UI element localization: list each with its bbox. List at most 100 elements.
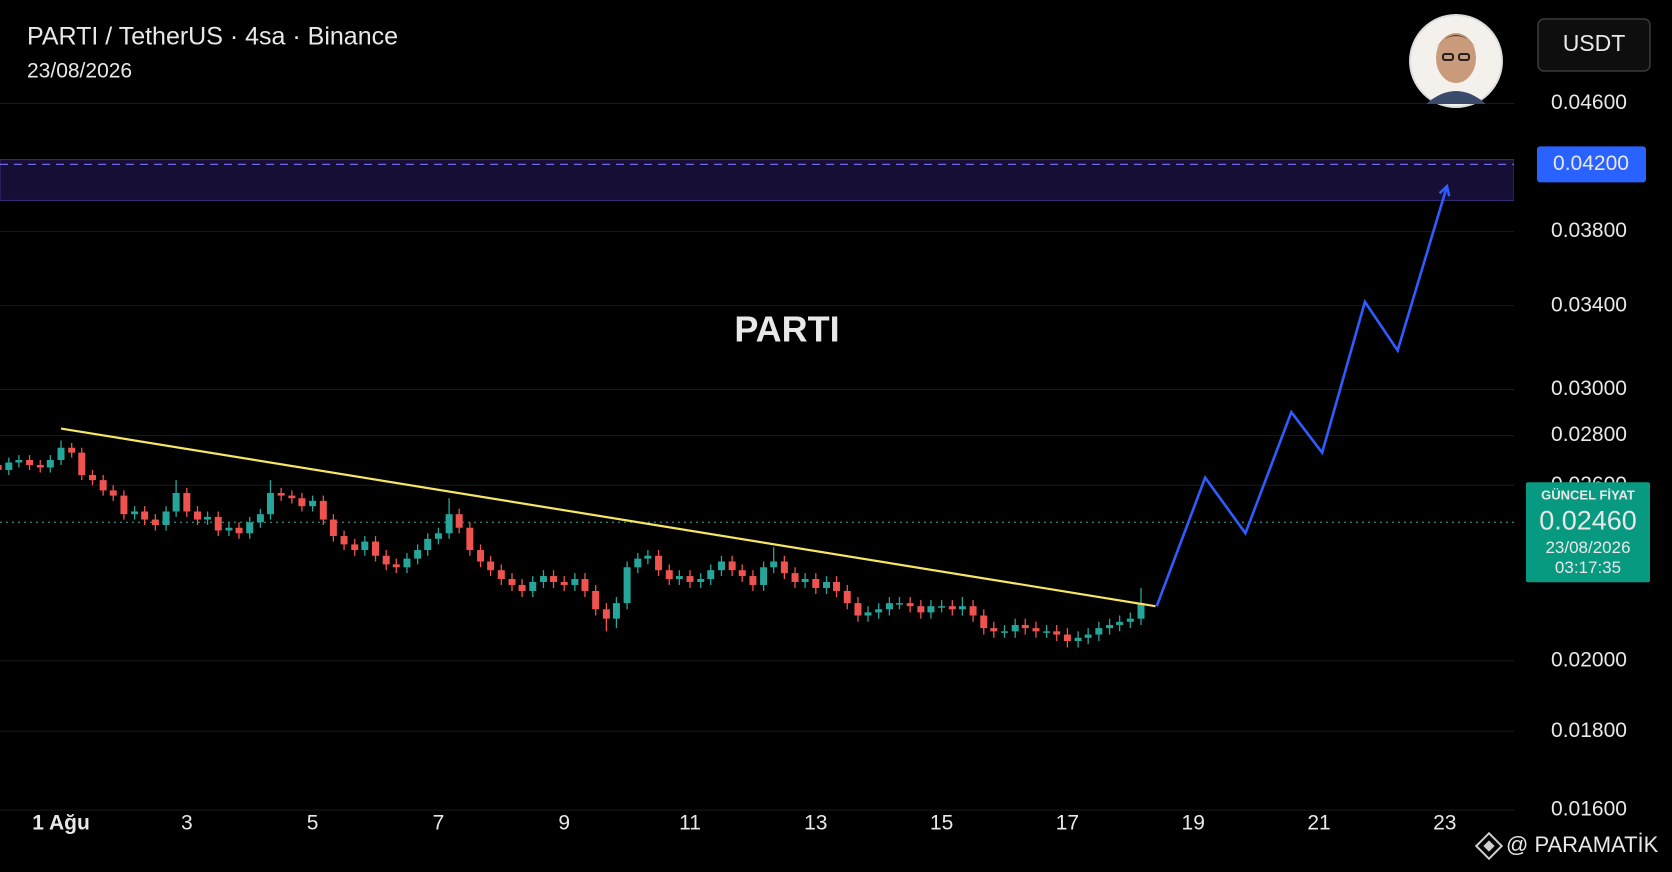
candle-body [277,493,285,496]
watermark: @ PARAMATİK [1474,832,1659,861]
candle-body [1137,603,1145,619]
candle-body [958,606,966,610]
candle-body [529,581,537,591]
candle-body [424,538,432,551]
candle-body [1043,631,1051,633]
y-tick-label: 0.02800 [1551,423,1627,446]
candle-body [906,603,914,607]
currency-button[interactable]: USDT [1537,18,1651,72]
candle-body [895,603,903,605]
candle-body [592,590,600,610]
candle-body [1106,624,1114,629]
candle-body [791,573,799,582]
avatar [1409,14,1503,108]
candle-body [351,544,359,551]
candle-body [917,606,925,613]
candle-body [980,615,988,629]
current-price-box [1526,482,1650,583]
candle-body [571,579,579,585]
candle-body [938,606,946,608]
candle-body [927,606,935,613]
candle-body [644,555,652,559]
candle-body [0,464,2,470]
candle-body [1011,624,1019,632]
candle-body [266,493,274,515]
grid [0,103,1514,811]
y-tick-label: 0.03000 [1551,377,1627,400]
candle-body [801,579,809,582]
target-label: 0.04200 [1553,152,1629,175]
candle-body [634,558,642,568]
x-tick-label: 7 [433,812,445,835]
candle-body [466,527,474,551]
candle-body [760,567,768,585]
x-tick-label: 17 [1056,812,1079,835]
candle-body [738,570,746,577]
candle-body [392,564,400,568]
candle-body [204,516,212,520]
candle-body [823,581,831,588]
candle-body [5,462,13,470]
candle-body [477,550,485,562]
y-tick-label: 0.01600 [1551,798,1627,821]
candle-body [770,561,778,568]
symbol-label: PARTI [734,309,839,350]
candle-body [414,550,422,559]
y-tick-label: 0.03800 [1551,219,1627,242]
candle-body [864,612,872,616]
candle-body [612,603,620,619]
chart-date: 23/08/2026 [27,60,132,83]
candle-body [36,464,44,468]
candle-body [194,511,202,520]
candle-body [288,495,296,499]
candle-body [1084,634,1092,638]
candle-body [948,606,956,610]
candle-body [990,628,998,632]
candle-body [298,498,306,507]
candle-body [57,447,65,461]
candle-body [833,581,841,591]
current-price-date: 23/08/2026 [1545,538,1630,557]
candle-body [309,500,317,507]
candle-body [372,541,380,556]
candle-body [602,609,610,619]
candle-body [1063,634,1071,642]
candle-body [329,519,337,537]
candle-body [1032,628,1040,632]
candle-body [675,576,683,580]
candle-body [1021,624,1029,629]
candle-body [183,493,191,512]
x-tick-label: 9 [558,812,570,835]
target-zone [0,159,1514,201]
target-label-box [1537,146,1646,183]
candle-body [665,570,673,580]
x-tick-label: 23 [1433,812,1456,835]
candle-body [225,527,233,531]
candle-body [728,561,736,571]
chart-title: PARTI / TetherUS · 4sa · Binance [27,23,398,51]
candle-body [812,579,820,588]
plot-area [0,159,1514,648]
currency-button-label: USDT [1563,30,1626,56]
candle-body [1116,621,1124,625]
candle-body [78,452,86,476]
watermark-text: @ PARAMATİK [1506,832,1659,857]
candle-body [109,490,117,496]
y-tick-label: 0.02000 [1551,648,1627,671]
candle-body [120,495,128,515]
candle-body [214,516,222,531]
candle-body [749,576,757,585]
candle-body [141,511,149,520]
candle-body [686,576,694,582]
candle-body [445,514,453,534]
x-tick-label: 3 [181,812,193,835]
candle-body [707,570,715,580]
candle-body [1126,618,1134,622]
candle-body [550,576,558,582]
candle-body [15,460,23,463]
candle-body [1095,628,1103,635]
candle-body [854,603,862,616]
candle-body [697,579,705,582]
y-tick-label: 0.03400 [1551,293,1627,316]
